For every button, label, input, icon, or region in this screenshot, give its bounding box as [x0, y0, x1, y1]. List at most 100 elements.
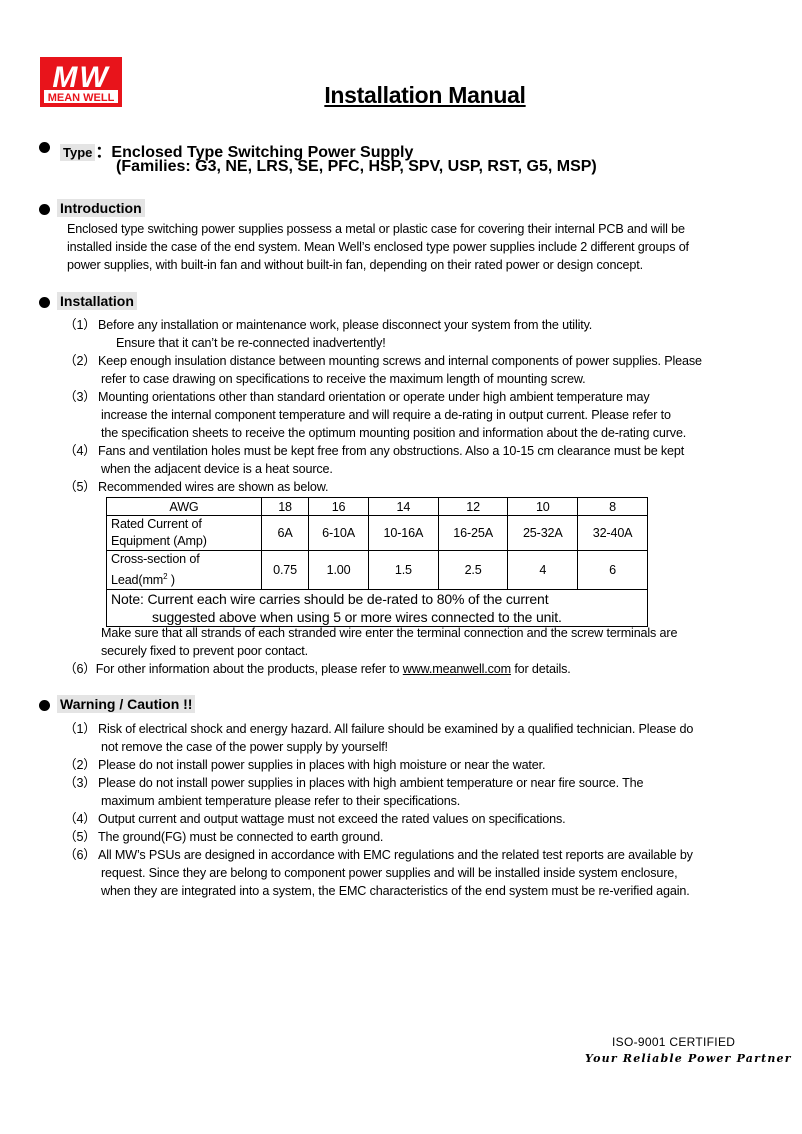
table-note: Note: Current each wire carries should b…	[106, 589, 648, 628]
list-item: （1） Before any installation or maintenan…	[64, 316, 784, 352]
item-number: （6）	[64, 848, 96, 862]
text-line: Mounting orientations other than standar…	[98, 390, 650, 404]
introduction-heading: Introduction	[57, 199, 145, 217]
item-number: （1）	[64, 318, 96, 332]
text-line: installed inside the case of the end sys…	[67, 240, 689, 254]
table-cell: 6	[577, 549, 648, 591]
item-number: （2）	[64, 758, 96, 772]
text-line: securely fixed to prevent poor contact.	[101, 644, 308, 658]
item-number: （4）	[64, 444, 96, 458]
type-value: Enclosed Type Switching Power Supply	[111, 144, 414, 161]
bullet-icon	[39, 700, 50, 711]
row-label: Equipment (Amp)	[111, 534, 207, 548]
installation-list: （1） Before any installation or maintenan…	[64, 316, 784, 496]
list-item: （3） Mounting orientations other than sta…	[64, 388, 784, 442]
table-cell: 4	[507, 549, 579, 591]
text-line: Output current and output wattage must n…	[98, 812, 566, 826]
text-line: Recommended wires are shown as below.	[98, 480, 329, 494]
text-line: Enclosed type switching power supplies p…	[67, 222, 685, 236]
table-cell: 25-32A	[507, 515, 579, 551]
wire-table: AWG 18 16 14 12 10 8 Rated Current of Equ…	[106, 497, 648, 628]
table-row: Rated Current of Equipment (Amp) 6A 6-10A…	[106, 515, 648, 551]
table-cell: 18	[260, 497, 310, 516]
row-label: Lead(mm2 )	[111, 568, 257, 589]
table-cell: 1.5	[368, 549, 439, 591]
meanwell-link[interactable]: www.meanwell.com	[402, 662, 511, 676]
bullet-icon	[39, 204, 50, 215]
warning-list: （1） Risk of electrical shock and energy …	[64, 720, 784, 900]
table-cell: 2.5	[437, 549, 509, 591]
table-row: Cross-section of Lead(mm2 ) 0.75 1.00 1.5…	[106, 549, 648, 591]
table-cell: 6-10A	[308, 515, 370, 551]
item-number: （2）	[64, 354, 96, 368]
list-item: （5） The ground(FG) must be connected to …	[64, 828, 784, 846]
type-separator: ：	[95, 144, 112, 161]
item-number: （4）	[64, 812, 96, 826]
text: for details.	[510, 662, 571, 676]
table-cell: AWG	[106, 497, 262, 516]
text-line: Risk of electrical shock and energy haza…	[98, 722, 694, 736]
note-line: suggested above when using 5 or more wir…	[152, 609, 562, 626]
list-item: （5） Recommended wires are shown as below…	[64, 478, 784, 496]
table-cell: 0.75	[260, 549, 310, 591]
text-line: Make sure that all strands of each stran…	[101, 626, 678, 640]
table-cell: 16-25A	[437, 515, 509, 551]
text-line: Ensure that it can’t be re-connected ina…	[116, 336, 386, 350]
table-cell: 1.00	[308, 549, 370, 591]
text: For other information about the products…	[95, 662, 403, 676]
list-item: （4） Output current and output wattage mu…	[64, 810, 784, 828]
text-line: Before any installation or maintenance w…	[98, 318, 593, 332]
superscript: 2	[163, 572, 168, 581]
type-section: Type ：Enclosed Type Switching Power Suppl…	[60, 138, 413, 162]
type-families: (Families: G3, NE, LRS, SE, PFC, HSP, SP…	[116, 158, 597, 175]
page-title: Installation Manual	[324, 82, 526, 108]
text-line: not remove the case of the power supply …	[101, 740, 388, 754]
tagline: Your Reliable Power Partner	[585, 1052, 792, 1065]
list-item: （2） Keep enough insulation distance betw…	[64, 352, 784, 388]
svg-text:MW: MW	[52, 61, 110, 94]
text-line: Keep enough insulation distance between …	[98, 354, 702, 368]
text-line: All MW’s PSUs are designed in accordance…	[98, 848, 693, 862]
table-cell: Cross-section of Lead(mm2 )	[106, 549, 262, 591]
item-number: （5）	[64, 830, 96, 844]
text-line: when the adjacent device is a heat sourc…	[101, 462, 333, 476]
row-label: Cross-section of	[111, 552, 200, 566]
list-item: （1） Risk of electrical shock and energy …	[64, 720, 784, 756]
text-line: when they are integrated into a system, …	[101, 884, 690, 898]
text-line: Fans and ventilation holes must be kept …	[98, 444, 685, 458]
text-line: The ground(FG) must be connected to eart…	[98, 830, 384, 844]
iso-certified: ISO-9001 CERTIFIED	[612, 1035, 736, 1049]
item-number: （6）	[64, 662, 96, 676]
item-number: （3）	[64, 776, 96, 790]
table-cell: 16	[308, 497, 370, 516]
item-number: （5）	[64, 480, 96, 494]
table-cell: 12	[437, 497, 509, 516]
table-cell: 6A	[260, 515, 310, 551]
table-cell: 8	[577, 497, 648, 516]
label-text: Lead(mm	[111, 573, 164, 588]
warning-heading: Warning / Caution !!	[57, 695, 196, 713]
table-cell: 32-40A	[577, 515, 648, 551]
text-line: maximum ambient temperature please refer…	[101, 794, 461, 808]
item-number: （3）	[64, 390, 96, 404]
text-line: refer to case drawing on specifications …	[101, 372, 586, 386]
bullet-icon	[39, 142, 50, 153]
text-line: increase the internal component temperat…	[101, 408, 671, 422]
label-text: )	[167, 573, 175, 588]
list-item: （3） Please do not install power supplies…	[64, 774, 784, 810]
table-row: Note: Current each wire carries should b…	[106, 589, 648, 628]
text-line: request. Since they are belong to compon…	[101, 866, 678, 880]
introduction-text: Enclosed type switching power supplies p…	[67, 220, 689, 274]
installation-heading: Installation	[57, 292, 137, 310]
table-row: AWG 18 16 14 12 10 8	[106, 497, 648, 516]
type-label: Type	[60, 144, 96, 161]
after-table-text: Make sure that all strands of each stran…	[101, 624, 677, 660]
list-item: （2） Please do not install power supplies…	[64, 756, 784, 774]
list-item: （4） Fans and ventilation holes must be k…	[64, 442, 784, 478]
bullet-icon	[39, 297, 50, 308]
text-line: power supplies, with built-in fan and wi…	[67, 258, 643, 272]
svg-text:MEAN WELL: MEAN WELL	[48, 92, 115, 104]
table-cell: 10-16A	[368, 515, 439, 551]
table-cell: 10	[507, 497, 579, 516]
text-line: Please do not install power supplies in …	[98, 776, 644, 790]
